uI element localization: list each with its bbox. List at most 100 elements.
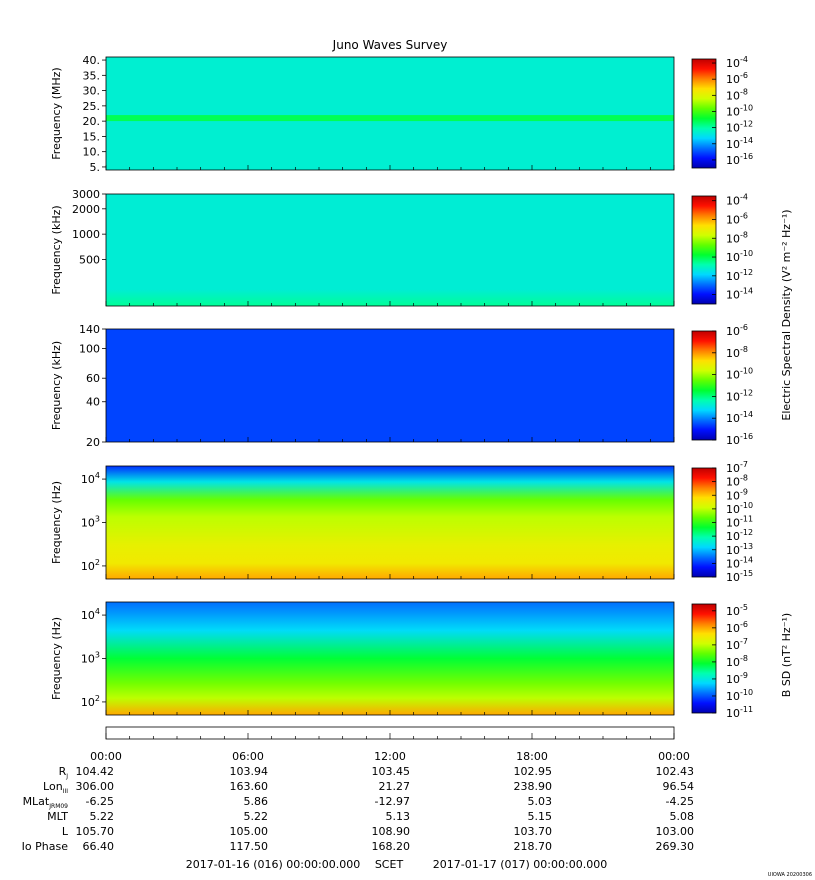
panel-1: 40. 35. 30. 25. 20. 15. 10. 5. Frequency (MHz) 10… <box>50 54 753 174</box>
y-tick-label: 103 <box>81 651 100 666</box>
y-tick-label: 140 <box>79 323 100 336</box>
ephemeris-value: 168.20 <box>372 840 411 853</box>
y-tick-label: 40 <box>86 396 100 409</box>
y-tick-label: 1000 <box>72 228 100 241</box>
y-tick-label: 3000 <box>72 188 100 201</box>
spectrogram-1 <box>106 57 674 170</box>
y-tick-label: 15. <box>83 130 101 143</box>
colorbar-tick-label: 10-5 <box>726 603 748 618</box>
ephemeris-value: 5.22 <box>90 810 115 823</box>
y-axis-label: Frequency (Hz) <box>50 481 63 564</box>
y-tick-label: 103 <box>81 515 100 530</box>
colorbar-tick-label: 10-14 <box>726 136 753 151</box>
colorbar-tick-label: 10-6 <box>726 620 748 635</box>
electric-colorbar-label: Electric Spectral Density (V² m⁻² Hz⁻¹) <box>780 209 793 420</box>
colorbar-tick-label: 10-8 <box>726 345 748 360</box>
y-tick-label: 20. <box>83 115 101 128</box>
colorbar-tick-label: 10-10 <box>726 103 753 118</box>
ephemeris-value: 5.15 <box>528 810 553 823</box>
ephemeris-value: 105.00 <box>230 825 269 838</box>
footer-start-time: 2017-01-16 (016) 00:00:00.000 <box>186 858 360 871</box>
ephemeris-value: 108.90 <box>372 825 411 838</box>
ephemeris-value: 21.27 <box>379 780 411 793</box>
y-tick-label: 10. <box>83 146 101 159</box>
spectrogram-5 <box>106 602 674 715</box>
y-tick-label: 40. <box>83 54 101 67</box>
colorbar <box>691 58 717 169</box>
y-axis-label: Frequency (kHz) <box>50 205 63 294</box>
colorbar-tick-label: 10-10 <box>726 249 753 264</box>
colorbar-tick-label: 10-4 <box>726 55 748 70</box>
ephemeris-label: MLT <box>47 810 68 823</box>
ephemeris-label: Io Phase <box>22 840 69 853</box>
spectrogram-2 <box>106 194 674 306</box>
ephemeris-value: -6.25 <box>86 795 114 808</box>
ephemeris-value: 105.70 <box>76 825 115 838</box>
ephemeris-value: 5.22 <box>244 810 269 823</box>
spectrogram-panels: 40. 35. 30. 25. 20. 15. 10. 5. Frequency (MHz) 10… <box>50 54 753 720</box>
ephemeris-value: 104.42 <box>76 765 115 778</box>
y-tick-label: 2000 <box>72 203 100 216</box>
y-tick-label: 104 <box>81 607 100 622</box>
ephemeris-value: 269.30 <box>656 840 695 853</box>
ephemeris-value: 238.90 <box>514 780 553 793</box>
colorbar-tick-label: 10-12 <box>726 388 753 403</box>
x-tick-label: 00:00 <box>658 750 690 763</box>
colorbar-tick-label: 10-6 <box>726 323 748 338</box>
ephemeris-value: 103.00 <box>656 825 695 838</box>
y-tick-label: 35. <box>83 69 101 82</box>
ephemeris-value: 117.50 <box>230 840 269 853</box>
ephemeris-label: LonIII <box>43 780 68 795</box>
ephemeris-value: 218.70 <box>514 840 553 853</box>
colorbar-tick-label: 10-8 <box>726 87 748 102</box>
y-tick-label: 30. <box>83 85 101 98</box>
ephemeris-value: 103.70 <box>514 825 553 838</box>
ephemeris-value: 5.03 <box>528 795 553 808</box>
colorbar-tick-label: 10-6 <box>726 211 748 226</box>
chart-title: Juno Waves Survey <box>332 38 448 52</box>
y-axis-label: Frequency (Hz) <box>50 617 63 700</box>
colorbar-tick-label: 10-9 <box>726 671 748 686</box>
x-tick-label: 00:00 <box>90 750 122 763</box>
y-tick-label: 25. <box>83 100 101 113</box>
y-tick-label: 104 <box>81 471 100 486</box>
ephemeris-value: 96.54 <box>663 780 695 793</box>
panel-5: 104 103 102 Frequency (Hz) 10-5 10-6 10-7 10-8 1… <box>50 601 753 720</box>
panel-2: 3000 2000 1000 500 Frequency (kHz) 10-4 10-6 10… <box>50 188 753 307</box>
x-tick-label: 18:00 <box>516 750 548 763</box>
ephemeris-value: 66.40 <box>83 840 115 853</box>
colorbar-tick-label: 10-4 <box>726 193 748 208</box>
ephemeris-value: 103.45 <box>372 765 411 778</box>
ephemeris-value: 5.86 <box>244 795 269 808</box>
ephemeris-value: 306.00 <box>76 780 115 793</box>
ephemeris-label: L <box>62 825 69 838</box>
colorbar-tick-label: 10-15 <box>726 569 753 584</box>
x-tick-label: 12:00 <box>374 750 406 763</box>
colorbar-tick-label: 10-7 <box>726 637 748 652</box>
y-tick-label: 60 <box>86 372 100 385</box>
ephemeris-label: RJ <box>59 765 69 780</box>
colorbar <box>691 603 717 714</box>
footer-end-time: 2017-01-17 (017) 00:00:00.000 <box>433 858 607 871</box>
colorbar-tick-label: 10-16 <box>726 432 753 447</box>
colorbar <box>691 195 717 305</box>
colorbar-tick-label: 10-12 <box>726 268 753 283</box>
colorbar-tick-label: 10-10 <box>726 367 753 382</box>
ephemeris-label: MLatJRM09 <box>23 795 69 810</box>
spectrogram-4 <box>106 466 674 579</box>
x-tick-label: 06:00 <box>232 750 264 763</box>
colorbar <box>691 330 717 441</box>
footer-scet: SCET <box>375 858 404 871</box>
ephemeris-value: 102.95 <box>514 765 553 778</box>
colorbar-tick-label: 10-10 <box>726 688 753 703</box>
y-axis-label: Frequency (MHz) <box>50 67 63 159</box>
spectrogram-3 <box>106 329 674 442</box>
colorbar-tick-label: 10-8 <box>726 230 748 245</box>
ephemeris-value: 5.13 <box>386 810 411 823</box>
credit-stamp: UIOWA 20200306 <box>768 872 812 878</box>
y-tick-label: 5. <box>90 161 101 174</box>
ephemeris-value: 163.60 <box>230 780 269 793</box>
colorbar-tick-label: 10-16 <box>726 152 753 167</box>
